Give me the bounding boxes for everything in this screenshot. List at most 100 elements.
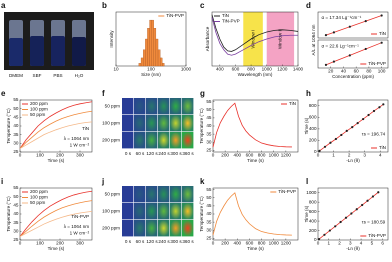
data-point [332, 31, 336, 34]
region-label: Window II [278, 29, 283, 49]
x-tick-label: 800 [258, 241, 266, 246]
y-tick-label: 50 [13, 106, 19, 111]
y-tick-label: 25 [206, 148, 212, 153]
x-tick-label: 800 [247, 67, 255, 72]
histogram-bar [143, 49, 146, 67]
panel-label: d [306, 1, 311, 10]
data-point [351, 126, 354, 129]
thermal-image [122, 220, 134, 237]
thermal-image [146, 220, 158, 237]
histogram-bar [138, 63, 142, 67]
x-tick-label: 1200 [281, 241, 292, 246]
data-point [348, 54, 351, 57]
x-axis-label: Time (s) [247, 158, 264, 163]
y-tick-label: 0 [314, 149, 317, 154]
annotation: α = 17.34 Lg⁻¹cm⁻¹ [322, 15, 362, 20]
y-axis-label: Time (s) [304, 117, 309, 134]
x-tick-label: 40 [341, 69, 347, 74]
series-line [19, 190, 93, 237]
x-tick-label: 100 [147, 67, 155, 72]
thermal-image [182, 132, 194, 149]
y-tick-label: 30 [13, 229, 19, 234]
thermal-image [134, 203, 146, 220]
series-line [211, 17, 298, 56]
x-tick-label: 100 [36, 241, 44, 246]
thermal-image [158, 115, 170, 132]
y-tick-label: 50 [206, 107, 212, 112]
row-label: 200 ppm [102, 226, 120, 231]
plot-frame [317, 11, 389, 39]
legend-label: TiN-PVP [222, 19, 240, 24]
thermal-image [182, 115, 194, 132]
thermal-image [122, 203, 134, 220]
col-label: 240 s [158, 151, 170, 156]
annotation: τs = 180.59 [362, 220, 386, 225]
y-tick-label: 400 [309, 218, 317, 223]
vial-liquid [51, 36, 65, 66]
series-line [212, 192, 292, 236]
x-tick-label: 20 [328, 69, 334, 74]
thermal-image [134, 132, 146, 149]
y-tick-label: 55 [13, 97, 19, 102]
y-tick-label: 30 [206, 139, 212, 144]
data-point [380, 41, 383, 44]
y-tick-label: 0 [314, 237, 317, 242]
legend-label: TiN-PVP [368, 233, 386, 238]
histogram-bar [155, 38, 159, 67]
col-label: 60 s [136, 151, 145, 156]
histogram-bar [140, 57, 144, 67]
y-tick-label: 200 [309, 228, 317, 233]
data-point [318, 149, 321, 152]
annotation: λ = 1064 nm [64, 136, 90, 141]
thermal-image [146, 132, 158, 149]
legend-label: 200 ppm [30, 101, 48, 106]
y-tick-label: 55 [206, 187, 212, 192]
x-tick-label: 100 [36, 153, 44, 158]
panel-label: f [102, 89, 105, 98]
legend-label: TiN [379, 145, 386, 150]
x-tick-label: 0 [19, 153, 22, 158]
thermal-image [134, 115, 146, 132]
x-tick-label: 3 [349, 241, 352, 246]
data-point [340, 133, 343, 137]
data-point [361, 203, 364, 207]
x-tick-label: 400 [216, 67, 224, 72]
region-label: Window I [250, 30, 255, 49]
y-tick-label: 1000 [306, 190, 317, 195]
legend-label: TiN-PVP [368, 61, 386, 66]
x-tick-label: 400 [233, 241, 241, 246]
x-tick-label: 4 [379, 153, 382, 158]
thermal-image [182, 186, 194, 203]
data-point [329, 141, 332, 144]
thermal-image [170, 203, 182, 220]
thermal-image [146, 203, 158, 220]
x-tick-label: 800 [258, 153, 266, 158]
x-tick-label: 60 [354, 69, 360, 74]
panel-label: j [101, 177, 104, 186]
vial-label: SBF [33, 73, 42, 78]
col-label: 360 s [182, 151, 194, 156]
data-point [366, 199, 369, 202]
data-point [367, 113, 370, 117]
thermal-image [134, 220, 146, 237]
legend-label: 200 ppm [30, 189, 48, 194]
row-label: 200 ppm [102, 138, 120, 143]
x-tick-label: 1000 [269, 153, 280, 158]
series-line [19, 200, 93, 237]
annotation: 1 W cm⁻² [70, 142, 90, 147]
annotation: τs = 196.74 [362, 132, 386, 137]
legend-label: 50 ppm [30, 112, 45, 117]
x-tick-label: 1000 [262, 67, 273, 72]
vial-liquid [72, 37, 86, 66]
row-label: 100 ppm [102, 121, 120, 126]
col-label: 360 s [182, 239, 194, 244]
y-tick-label: 40 [13, 211, 19, 216]
y-tick-label: 200 [309, 138, 317, 143]
y-tick-label: 55 [13, 185, 19, 190]
plot-frame [212, 99, 299, 153]
panel-label: a [1, 1, 6, 10]
thermal-image [146, 115, 158, 132]
data-point [372, 109, 376, 113]
panel-label: l [306, 177, 308, 186]
panel-label: i [1, 177, 3, 186]
